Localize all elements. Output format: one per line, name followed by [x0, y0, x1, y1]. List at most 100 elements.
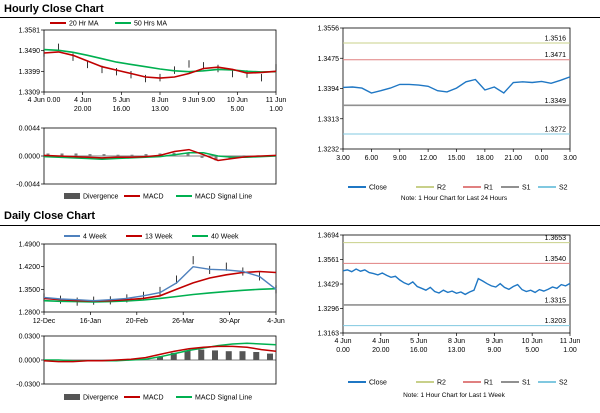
daily-macd-divergence-bar [157, 356, 163, 360]
daily-ma-13week-line [43, 270, 277, 302]
daily-ma-x-label: 20-Feb [126, 318, 148, 325]
daily-week-close-line [342, 268, 571, 296]
hourly-macd-divergence-bar [214, 156, 218, 161]
daily-week-legend-s1-label: S1 [522, 380, 531, 387]
hourly-macd-legend-divergence-label: Divergence [83, 194, 119, 201]
hourly-24h-legend-r1-label: R1 [484, 185, 493, 192]
daily-macd-divergence-bar [253, 352, 260, 360]
daily-week-legend-r1-label: R1 [484, 380, 493, 387]
hourly-ma-legend-20hr-label: 20 Hr MA [69, 21, 99, 28]
daily-section-divider [0, 225, 600, 226]
daily-section-title: Daily Close Chart [4, 210, 96, 222]
daily-macd-legend-divergence-swatch [64, 394, 80, 400]
hourly-24h-legend-r2-label: R2 [437, 185, 446, 192]
daily-week-x-label: 9.00 [488, 347, 502, 354]
daily-week-x-label: 8 Jun [448, 338, 465, 345]
hourly-macd-divergence-bar [46, 153, 50, 156]
hourly-24h-y-label: 1.3232 [318, 147, 340, 154]
daily-macd-divergence-bar [225, 351, 232, 360]
hourly-macd-divergence-bar [74, 153, 78, 156]
daily-macd-divergence-bar [198, 349, 205, 360]
daily-macd-y-label: -0.0300 [16, 382, 40, 389]
daily-ma-y-label: 1.4200 [19, 264, 41, 271]
hourly-macd-y-label: 0.0044 [19, 126, 41, 133]
hourly-ma-x-label: 5.00 [231, 106, 245, 113]
daily-week-x-label: 20.00 [372, 347, 390, 354]
hourly-macd-y-label: -0.0044 [16, 182, 40, 189]
hourly-macd-divergence-bar [144, 154, 148, 156]
hourly-24h-r2-label: 1.3516 [545, 35, 567, 42]
daily-week-y-label: 1.3561 [318, 257, 340, 264]
hourly-ma-x-label: 4 Jun 0.00 [28, 97, 61, 104]
daily-macd-divergence-bar [239, 351, 246, 360]
daily-week-x-label: 13.00 [448, 347, 466, 354]
hourly-macd-divergence-bar [186, 153, 190, 156]
hourly-macd-y-label: 0.0000 [19, 154, 41, 161]
hourly-24h-r1-label: 1.3471 [545, 52, 567, 59]
hourly-ma-x-label: 8 Jun [151, 97, 168, 104]
daily-macd-line [43, 345, 277, 363]
daily-week-legend-s2-label: S2 [559, 380, 568, 387]
hourly-24h-x-label: 18.00 [476, 155, 494, 162]
hourly-macd-divergence-bar [88, 154, 92, 156]
daily-ma-40week-line [43, 287, 277, 303]
hourly-24h-x-label: 3.00 [336, 155, 350, 162]
hourly-24h-x-label: 0.00 [535, 155, 549, 162]
hourly-24h-x-label: 15.00 [448, 155, 466, 162]
hourly-24h-x-label: 3.00 [563, 155, 577, 162]
hourly-macd-legend-divergence-swatch [64, 193, 80, 199]
daily-ma-legend-40week-label: 40 Week [211, 234, 239, 241]
daily-week-s2-label: 1.3203 [545, 318, 567, 325]
hourly-ma-y-label: 1.3309 [19, 90, 41, 97]
daily-ma-x-label: 26-Mar [172, 318, 195, 325]
hourly-ma-y-label: 1.3581 [19, 28, 41, 35]
hourly-24h-y-label: 1.3475 [318, 56, 340, 63]
hourly-ma-x-label: 4 Jun [74, 97, 91, 104]
daily-ma-legend-13week-label: 13 Week [145, 234, 173, 241]
hourly-ma-x-label: 16.00 [113, 106, 131, 113]
daily-week-y-label: 1.3429 [318, 282, 340, 289]
hourly-macd-divergence-bar [102, 154, 106, 156]
hourly-24h-x-label: 6.00 [365, 155, 379, 162]
daily-ma-x-label: 12-Dec [33, 318, 56, 325]
hourly-macd-divergence-bar [200, 156, 204, 158]
daily-week-x-label: 11 Jun [560, 338, 581, 345]
hourly-ma-x-label: 11 Jun [266, 97, 287, 104]
daily-macd-divergence-bar [212, 350, 218, 360]
hourly-macd-legend-macd-label: MACD [143, 194, 164, 201]
daily-ma-y-label: 1.2800 [19, 310, 41, 317]
hourly-ma-x-label: 10 Jun [227, 97, 248, 104]
daily-ma-x-label: 30-Apr [219, 318, 241, 325]
hourly-24h-x-label: 12.00 [419, 155, 437, 162]
daily-week-frame [342, 234, 571, 334]
daily-week-legend-r2-label: R2 [437, 380, 446, 387]
daily-macd-divergence-bar [267, 353, 273, 360]
daily-week-x-label: 0.00 [336, 347, 350, 354]
hourly-24h-legend-close-label: Close [369, 185, 387, 192]
hourly-24h-s2-label: 1.3272 [545, 127, 567, 134]
hourly-ma-frame [43, 29, 277, 93]
daily-week-y-label: 1.3163 [318, 331, 340, 338]
hourly-macd-divergence-bar [242, 155, 246, 156]
daily-week-s1-label: 1.3315 [545, 297, 567, 304]
daily-week-y-label: 1.3296 [318, 306, 340, 313]
daily-week-r2-label: 1.3653 [545, 235, 567, 242]
daily-ma-4week-line [43, 265, 277, 302]
daily-ma-y-label: 1.3500 [19, 287, 41, 294]
daily-week-note: Note: 1 Hour Chart for Last 1 Week [403, 392, 506, 399]
hourly-ma-x-label: 13.00 [151, 106, 169, 113]
hourly-24h-legend-s1-label: S1 [522, 185, 531, 192]
hourly-ma-x-label: 1.00 [269, 106, 283, 113]
daily-macd-divergence-bar [170, 352, 177, 360]
daily-ma-x-label: 16-Jan [80, 318, 102, 325]
daily-week-x-label: 5 Jun [410, 338, 427, 345]
daily-week-x-label: 4 Jun [334, 338, 351, 345]
hourly-24h-legend-s2-label: S2 [559, 185, 568, 192]
daily-ma-y-label: 1.4900 [19, 242, 41, 249]
hourly-24h-s1-label: 1.3349 [545, 98, 567, 105]
daily-ma-x-label: 4-Jun [267, 318, 285, 325]
daily-ma-legend-4week-label: 4 Week [83, 234, 107, 241]
daily-macd-y-label: 0.0300 [19, 334, 41, 341]
daily-macd-divergence-bar [184, 350, 191, 360]
